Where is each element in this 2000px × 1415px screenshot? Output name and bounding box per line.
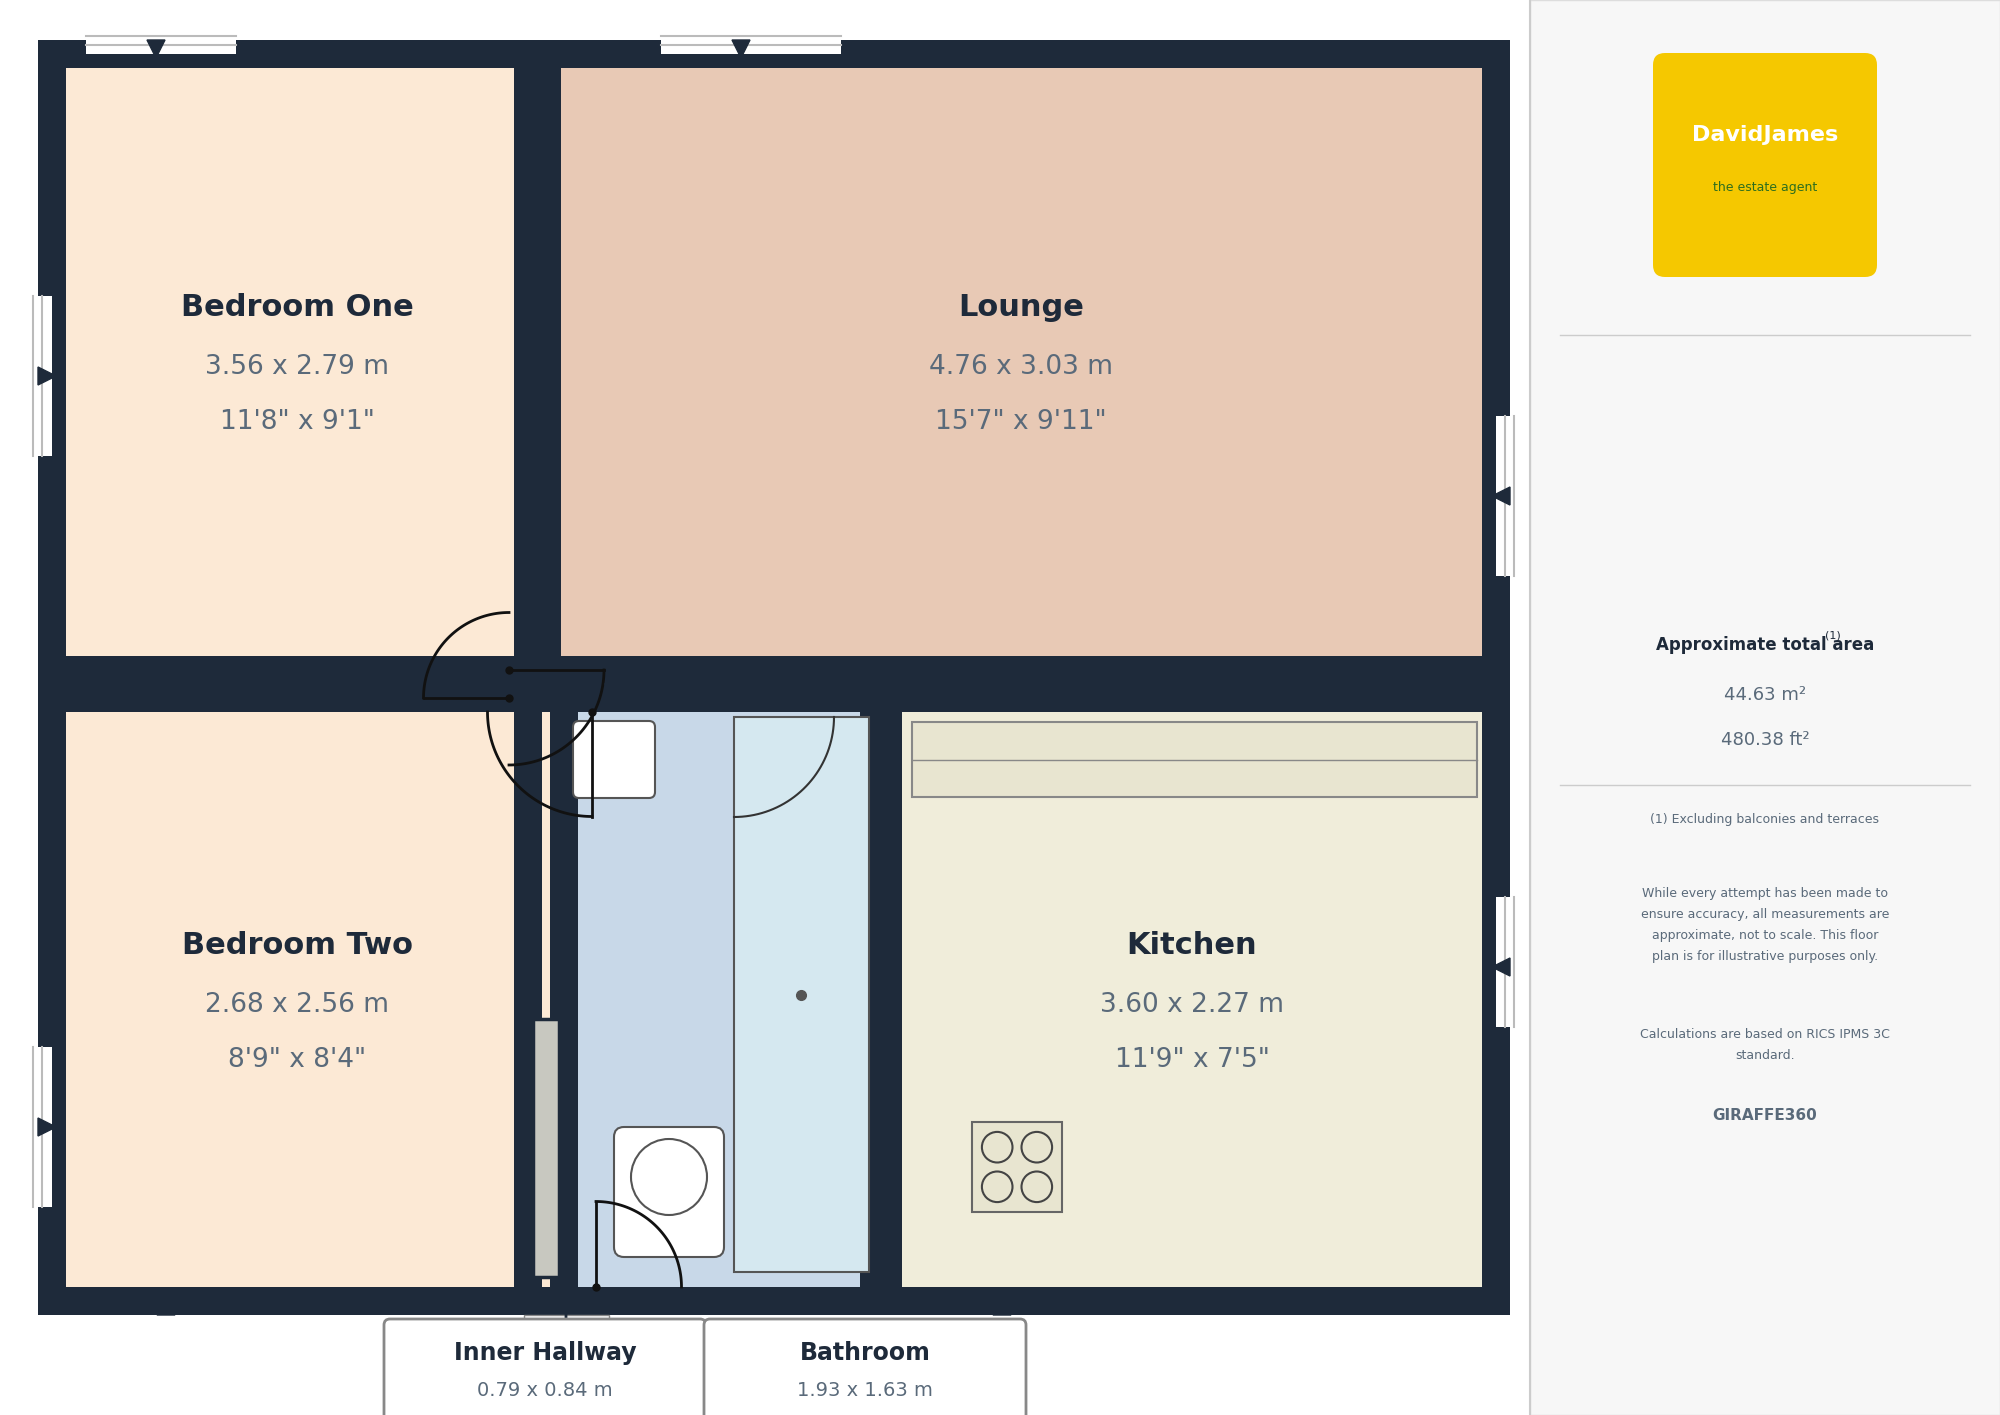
Polygon shape [208, 683, 224, 702]
FancyBboxPatch shape [614, 1126, 724, 1257]
Bar [524, 669, 528, 698]
Bar [86, 25, 236, 54]
Polygon shape [38, 1118, 56, 1136]
Bar [516, 1329, 616, 1343]
Polygon shape [992, 1298, 1012, 1315]
Text: (1) Excluding balconies and terraces: (1) Excluding balconies and terraces [1650, 814, 1880, 826]
Bar [560, 68, 1482, 657]
Bar [1496, 416, 1524, 576]
Text: Bathroom: Bathroom [800, 1341, 930, 1365]
Bar [1496, 897, 1524, 1027]
Text: DavidJames: DavidJames [258, 621, 1262, 770]
Bar [514, 683, 542, 1315]
Bar [38, 40, 1510, 1315]
Bar [564, 712, 874, 1288]
Polygon shape [1492, 958, 1510, 976]
Text: 4.76 x 3.03 m: 4.76 x 3.03 m [928, 354, 1112, 381]
Bar [560, 669, 1510, 698]
Bar [66, 712, 528, 1288]
Text: 480.38 ft²: 480.38 ft² [1720, 732, 1810, 749]
Text: Inner Hallway: Inner Hallway [454, 1341, 636, 1365]
Text: 3.56 x 2.79 m: 3.56 x 2.79 m [206, 354, 388, 381]
Polygon shape [208, 666, 224, 683]
Text: 11'8" x 9'1": 11'8" x 9'1" [220, 409, 374, 434]
FancyBboxPatch shape [384, 1319, 706, 1415]
Bar [38, 669, 468, 698]
Polygon shape [604, 666, 624, 683]
Text: DavidJames: DavidJames [1692, 125, 1838, 144]
Text: the estate agent: the estate agent [1712, 181, 1818, 194]
Bar [660, 25, 840, 54]
Text: (1): (1) [1824, 630, 1840, 640]
Bar [912, 722, 1476, 797]
Text: Approximate total area: Approximate total area [1656, 635, 1874, 654]
Text: 8'9" x 8'4": 8'9" x 8'4" [228, 1047, 366, 1073]
Text: Bedroom Two: Bedroom Two [182, 931, 412, 959]
Bar [66, 68, 528, 657]
Polygon shape [604, 683, 624, 702]
Text: 44.63 m²: 44.63 m² [1724, 686, 1806, 705]
Text: 3.60 x 2.27 m: 3.60 x 2.27 m [1100, 992, 1284, 1017]
Text: 1.93 x 1.63 m: 1.93 x 1.63 m [798, 1381, 932, 1399]
Polygon shape [1492, 487, 1510, 505]
Bar [514, 40, 542, 683]
Text: 0.79 x 0.84 m: 0.79 x 0.84 m [478, 1381, 612, 1399]
Polygon shape [732, 40, 750, 58]
Text: the estate agent: the estate agent [384, 811, 1136, 899]
Circle shape [632, 1139, 708, 1215]
Text: Calculations are based on RICS IPMS 3C
standard.: Calculations are based on RICS IPMS 3C s… [1640, 1029, 1890, 1063]
Bar [508, 1343, 624, 1357]
Text: 15'7" x 9'11": 15'7" x 9'11" [936, 409, 1106, 434]
Bar [550, 683, 578, 1315]
Bar [24, 1047, 52, 1207]
Bar [528, 712, 564, 1288]
Text: 2.68 x 2.56 m: 2.68 x 2.56 m [206, 992, 388, 1017]
Bar [902, 712, 1482, 1288]
Polygon shape [1072, 666, 1092, 683]
FancyBboxPatch shape [574, 722, 656, 798]
Text: Bedroom One: Bedroom One [180, 293, 414, 321]
Bar [734, 717, 868, 1272]
FancyBboxPatch shape [704, 1319, 1026, 1415]
Bar [972, 1122, 1062, 1213]
Bar [528, 669, 874, 698]
Text: Kitchen: Kitchen [1126, 931, 1258, 959]
Text: Lounge: Lounge [958, 293, 1084, 321]
Bar [1530, 0, 2000, 1415]
Polygon shape [156, 1298, 176, 1315]
Bar [532, 1019, 560, 1276]
Bar [524, 1315, 608, 1329]
Text: 11'9" x 7'5": 11'9" x 7'5" [1114, 1047, 1270, 1073]
Polygon shape [1482, 41, 1500, 59]
Text: While every attempt has been made to
ensure accuracy, all measurements are
appro: While every attempt has been made to ens… [1640, 887, 1890, 964]
FancyBboxPatch shape [1652, 52, 1876, 277]
Bar [24, 296, 52, 456]
Bar [860, 683, 888, 1315]
Text: GIRAFFE360: GIRAFFE360 [1712, 1108, 1818, 1122]
Polygon shape [38, 366, 56, 385]
Polygon shape [148, 40, 164, 58]
